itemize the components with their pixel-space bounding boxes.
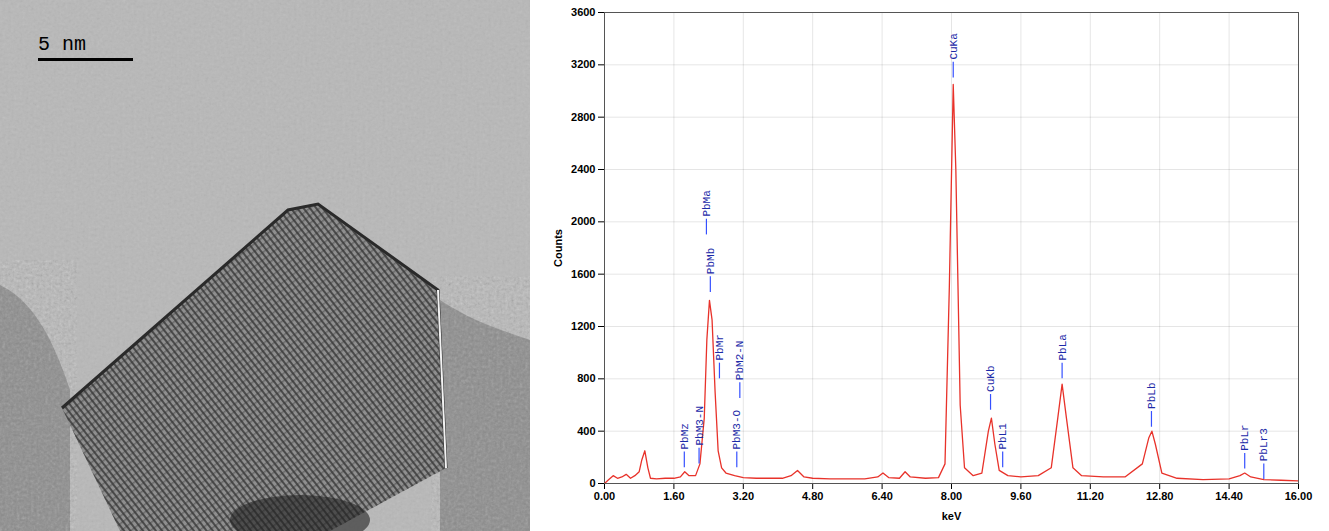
svg-text:keV: keV xyxy=(942,510,962,522)
svg-text:3600: 3600 xyxy=(571,6,595,18)
svg-text:1.60: 1.60 xyxy=(663,490,684,502)
svg-text:2000: 2000 xyxy=(571,215,595,227)
svg-text:12.80: 12.80 xyxy=(1146,490,1174,502)
svg-text:11.20: 11.20 xyxy=(1077,490,1104,502)
svg-text:PbLr: PbLr xyxy=(1239,424,1251,450)
svg-text:400: 400 xyxy=(577,425,595,437)
svg-text:1200: 1200 xyxy=(571,320,595,332)
svg-text:800: 800 xyxy=(577,372,595,384)
svg-text:0: 0 xyxy=(589,477,595,489)
svg-text:3200: 3200 xyxy=(571,58,595,70)
svg-text:16.00: 16.00 xyxy=(1285,490,1313,502)
svg-text:9.60: 9.60 xyxy=(1010,490,1031,502)
svg-text:PbMa: PbMa xyxy=(701,190,713,217)
svg-text:14.40: 14.40 xyxy=(1215,490,1243,502)
svg-text:5 nm: 5 nm xyxy=(38,33,86,56)
svg-text:8.00: 8.00 xyxy=(941,490,962,502)
svg-text:PbMr: PbMr xyxy=(714,334,726,360)
svg-text:PbLr3: PbLr3 xyxy=(1258,428,1270,461)
svg-text:PbL1: PbL1 xyxy=(997,423,1009,450)
svg-text:4.80: 4.80 xyxy=(802,490,823,502)
svg-text:1600: 1600 xyxy=(571,268,595,280)
svg-text:0.00: 0.00 xyxy=(594,490,615,502)
svg-text:CuKa: CuKa xyxy=(948,33,960,60)
svg-text:PbMb: PbMb xyxy=(705,248,717,274)
svg-text:PbLa: PbLa xyxy=(1057,334,1069,361)
svg-text:2400: 2400 xyxy=(571,163,595,175)
svg-text:2800: 2800 xyxy=(571,111,595,123)
svg-text:PbM3-O: PbM3-O xyxy=(731,409,743,449)
svg-text:PbLb: PbLb xyxy=(1146,383,1158,409)
svg-text:PbM2-N: PbM2-N xyxy=(734,341,746,381)
svg-text:6.40: 6.40 xyxy=(871,490,892,502)
svg-text:PbM3-N: PbM3-N xyxy=(694,406,706,446)
svg-text:3.20: 3.20 xyxy=(733,490,754,502)
svg-text:PbMz: PbMz xyxy=(679,423,691,449)
svg-text:CuKb: CuKb xyxy=(985,366,997,392)
svg-text:Counts: Counts xyxy=(552,229,564,267)
